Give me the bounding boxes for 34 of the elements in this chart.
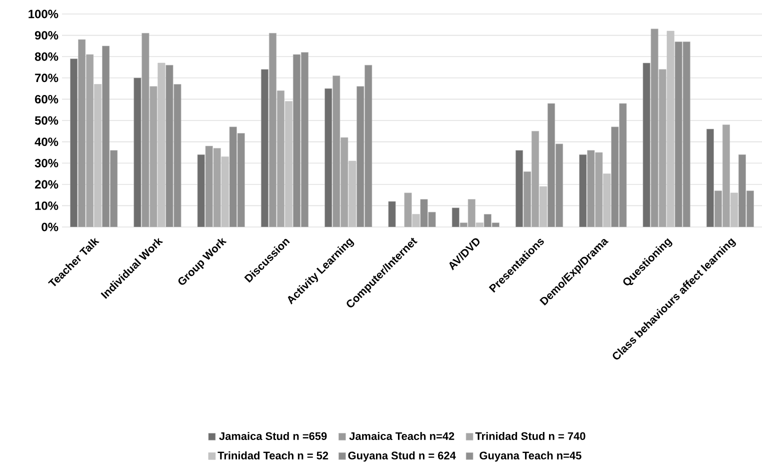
bar	[142, 33, 150, 227]
y-tick-label: 100%	[28, 10, 58, 18]
bar	[642, 62, 650, 227]
y-tick-label: 90%	[34, 31, 58, 40]
bar	[70, 58, 78, 227]
bar	[324, 88, 332, 227]
bar	[260, 69, 268, 227]
y-tick-label: 0%	[42, 222, 58, 232]
legend-label: Guyana Stud n = 624	[348, 451, 456, 462]
bar	[722, 124, 730, 227]
y-tick-label: 60%	[34, 94, 58, 104]
legend-label: Jamaica Stud n =659	[219, 432, 327, 440]
bar	[276, 90, 284, 227]
legend-label: Guyana Teach n=45	[480, 451, 582, 462]
y-tick-label: 30%	[34, 158, 58, 168]
y-tick-label: 20%	[34, 180, 58, 189]
bar	[388, 201, 396, 227]
bar	[86, 54, 94, 227]
bar	[150, 86, 158, 227]
legend-label: Trinidad Stud n = 740	[475, 432, 586, 440]
bar	[78, 39, 86, 227]
bar	[268, 33, 276, 227]
bar	[134, 78, 142, 227]
legend-label: Trinidad Teach n = 52	[218, 451, 328, 460]
y-tick-label: 80%	[34, 52, 58, 61]
bar	[658, 69, 666, 227]
bar	[332, 76, 340, 227]
y-tick-label: 40%	[34, 138, 58, 146]
legend-label: Jamaica Teach n=42	[349, 432, 454, 440]
bar	[404, 192, 412, 227]
y-tick-label: 50%	[34, 116, 58, 125]
y-tick-label: 70%	[35, 74, 58, 82]
bar	[650, 28, 658, 227]
y-tick-label: 10%	[35, 201, 58, 210]
